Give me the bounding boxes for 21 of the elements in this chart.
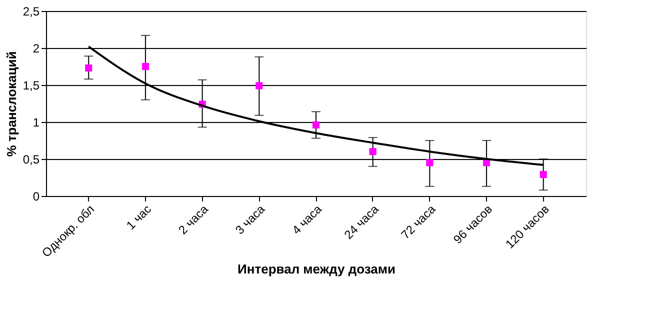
point <box>426 159 434 166</box>
x-tick-label: 2 часа <box>176 202 212 238</box>
point <box>312 121 320 128</box>
y-tick-label: 2 <box>32 42 40 56</box>
point <box>142 62 150 70</box>
x-tick-label: 4 часа <box>289 202 325 238</box>
y-tick-label: 1 <box>32 116 40 130</box>
y-tick-label: 0 <box>32 190 40 204</box>
point <box>369 148 376 156</box>
x-axis-title: Интервал между дозами <box>238 261 396 276</box>
y-tick-label: 0,5 <box>22 152 40 166</box>
x-tick-label: 3 часа <box>232 202 268 238</box>
point <box>256 82 263 90</box>
point <box>85 64 92 72</box>
x-tick-label: 72 часа <box>398 202 438 242</box>
point <box>540 171 547 178</box>
x-tick-label: 24 часа <box>342 202 382 242</box>
y-tick-label: 1,5 <box>22 78 40 92</box>
y-axis-title: % транслокаций <box>4 51 19 157</box>
y-tick-label: 2,5 <box>22 4 40 18</box>
x-tick-label: 1 час <box>124 202 154 232</box>
